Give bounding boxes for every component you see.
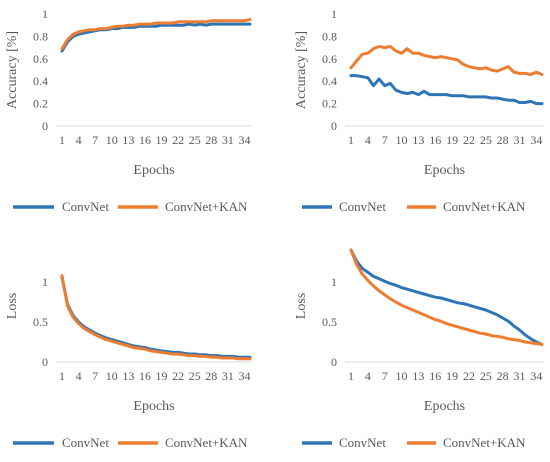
y-tick-label: 0 (42, 119, 48, 133)
y-tick-label: 0.8 (33, 29, 48, 43)
x-axis-label: Epochs (424, 163, 465, 178)
y-tick-label: 0.4 (33, 74, 48, 88)
x-tick-label: 34 (530, 369, 542, 383)
legend-label: ConvNet (62, 199, 109, 214)
chart-panel-1: 00.20.40.60.811 4 7 10 13 16 19 22 25 28 31 34Accur… (5, 7, 252, 214)
x-tick-label: 25 (189, 369, 201, 383)
x-tick-label: 10 (396, 133, 408, 147)
x-tick-label: 1 (348, 369, 354, 383)
y-tick-label: 1 (42, 275, 48, 289)
x-axis-label: Epochs (424, 399, 465, 414)
x-tick-label: 34 (238, 369, 250, 383)
series-line-convnet (349, 248, 544, 346)
x-tick-label: 10 (396, 369, 408, 383)
x-tick-label: 22 (463, 133, 475, 147)
x-tick-label: 13 (122, 369, 134, 383)
x-tick-label: 22 (172, 369, 184, 383)
x-tick-label: 4 (365, 133, 371, 147)
y-tick-label: 0.8 (322, 29, 337, 43)
x-tick-label: 7 (382, 133, 388, 147)
series-line-convnet (60, 22, 252, 53)
y-tick-label: 1 (331, 275, 337, 289)
legend-label: ConvNet+KAN (165, 435, 248, 450)
x-tick-label: 34 (238, 133, 250, 147)
y-tick-label: 0.6 (33, 52, 48, 66)
y-tick-label: 0.5 (322, 315, 337, 329)
x-tick-label: 31 (222, 369, 234, 383)
x-tick-label: 22 (172, 133, 184, 147)
x-tick-label: 19 (446, 369, 458, 383)
x-tick-label: 13 (122, 133, 134, 147)
x-tick-label: 4 (365, 369, 371, 383)
x-tick-label: 13 (412, 369, 424, 383)
chart-panel-3: 00.511 4 7 10 13 16 19 22 25 28 31 34LossEpochsConv… (5, 274, 252, 450)
x-tick-label: 1 (59, 133, 65, 147)
y-tick-label: 0.2 (33, 97, 48, 111)
x-tick-label: 4 (76, 369, 82, 383)
x-tick-label: 19 (446, 133, 458, 147)
x-tick-label: 16 (139, 369, 151, 383)
series-line-convnet (60, 275, 252, 359)
x-tick-label: 25 (189, 133, 201, 147)
x-tick-label: 31 (514, 133, 526, 147)
chart-panel-4: 00.511 4 7 10 13 16 19 22 25 28 31 34LossEpochsConv… (294, 248, 544, 450)
y-tick-label: 1 (42, 7, 48, 21)
x-tick-label: 10 (106, 369, 118, 383)
x-tick-label: 19 (156, 133, 168, 147)
x-tick-label: 31 (222, 133, 234, 147)
x-tick-label: 10 (106, 133, 118, 147)
x-tick-label: 28 (205, 369, 217, 383)
x-tick-label: 34 (530, 133, 542, 147)
legend-label: ConvNet+KAN (443, 199, 526, 214)
x-tick-label: 7 (92, 369, 98, 383)
legend-label: ConvNet (339, 199, 386, 214)
series-line-convnet-kan (60, 18, 252, 51)
x-tick-label: 28 (497, 133, 509, 147)
legend-label: ConvNet+KAN (165, 199, 248, 214)
x-tick-label: 1 (348, 133, 354, 147)
y-tick-label: 0 (42, 355, 48, 369)
y-tick-label: 0.2 (322, 97, 337, 111)
x-tick-label: 7 (382, 369, 388, 383)
x-tick-label: 31 (514, 369, 526, 383)
x-tick-label: 28 (497, 369, 509, 383)
legend-label: ConvNet (339, 435, 386, 450)
x-axis-label: Epochs (133, 163, 174, 178)
x-tick-label: 7 (92, 133, 98, 147)
y-tick-label: 0 (331, 355, 337, 369)
x-tick-label: 16 (139, 133, 151, 147)
x-tick-label: 1 (59, 369, 65, 383)
y-tick-label: 0 (331, 119, 337, 133)
x-tick-label: 22 (463, 369, 475, 383)
x-tick-label: 16 (429, 133, 441, 147)
y-tick-label: 0.6 (322, 52, 337, 66)
y-axis-label: Loss (294, 293, 309, 319)
x-tick-label: 25 (480, 369, 492, 383)
y-tick-label: 1 (331, 7, 337, 21)
y-tick-label: 0.5 (33, 315, 48, 329)
x-tick-label: 25 (480, 133, 492, 147)
series-line-convnet-kan (60, 274, 252, 361)
legend-label: ConvNet+KAN (443, 435, 526, 450)
x-tick-label: 28 (205, 133, 217, 147)
y-tick-label: 0.4 (322, 74, 337, 88)
x-tick-label: 16 (429, 369, 441, 383)
chart-panel-2: 00.20.40.60.811 4 7 10 13 16 19 22 25 28 31 34Accur… (294, 7, 544, 214)
x-tick-label: 19 (156, 369, 168, 383)
y-axis-label: Loss (5, 293, 20, 319)
y-axis-label: Accuracy [%] (294, 31, 309, 109)
series-line-convnet-kan (349, 248, 544, 346)
series-line-convnet-kan (349, 45, 544, 76)
y-axis-label: Accuracy [%] (5, 31, 20, 109)
legend-label: ConvNet (62, 435, 109, 450)
series-line-convnet (349, 74, 544, 106)
x-axis-label: Epochs (133, 399, 174, 414)
x-tick-label: 13 (412, 133, 424, 147)
x-tick-label: 4 (76, 133, 82, 147)
